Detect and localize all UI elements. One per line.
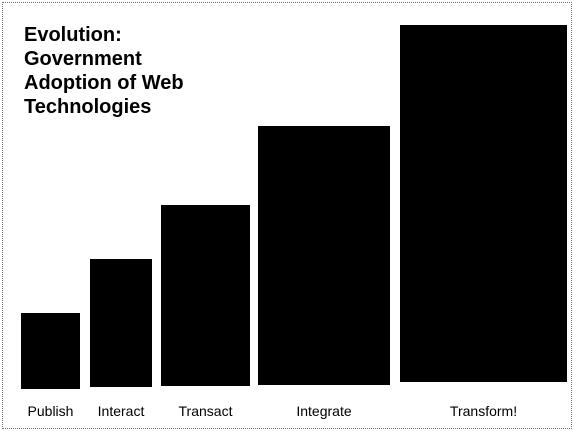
label-transform: Transform! bbox=[449, 403, 518, 419]
bar-integrate bbox=[258, 126, 390, 385]
title-line-1: Evolution: bbox=[24, 24, 122, 46]
label-publish: Publish bbox=[27, 403, 74, 419]
bar-interact bbox=[90, 259, 152, 387]
label-transact: Transact bbox=[178, 403, 233, 419]
label-integrate: Integrate bbox=[296, 403, 352, 419]
bar-transact bbox=[161, 205, 250, 386]
title-line-2: Government bbox=[24, 48, 142, 70]
title-line-4: Technologies bbox=[24, 96, 152, 118]
bar-publish bbox=[21, 313, 80, 389]
label-interact: Interact bbox=[97, 403, 145, 419]
bar-transform bbox=[400, 25, 567, 382]
page-title: Evolution: Government Adoption of Web Te… bbox=[24, 23, 254, 119]
title-line-3: Adoption of Web bbox=[24, 72, 184, 94]
